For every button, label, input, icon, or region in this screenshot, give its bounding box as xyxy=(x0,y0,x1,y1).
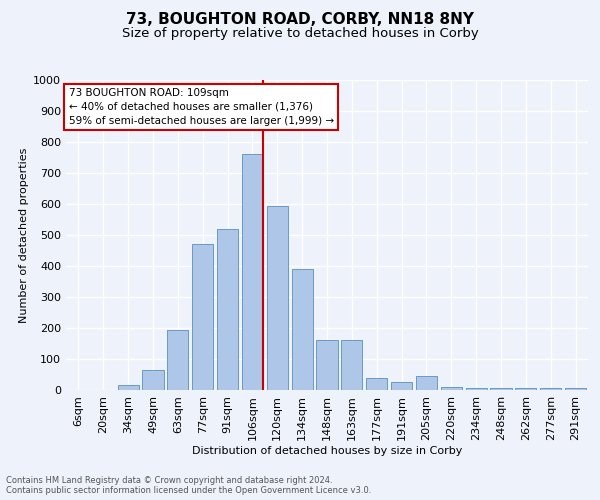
Bar xyxy=(565,388,586,390)
Bar xyxy=(217,229,238,390)
Text: Size of property relative to detached houses in Corby: Size of property relative to detached ho… xyxy=(122,28,478,40)
Text: 73, BOUGHTON ROAD, CORBY, NN18 8NY: 73, BOUGHTON ROAD, CORBY, NN18 8NY xyxy=(126,12,474,28)
Bar xyxy=(292,269,313,390)
Bar xyxy=(242,154,263,390)
Bar xyxy=(316,340,338,390)
Bar xyxy=(142,370,164,390)
Bar xyxy=(192,244,213,390)
Bar xyxy=(416,376,437,390)
Bar xyxy=(267,206,288,390)
Text: 73 BOUGHTON ROAD: 109sqm
← 40% of detached houses are smaller (1,376)
59% of sem: 73 BOUGHTON ROAD: 109sqm ← 40% of detach… xyxy=(68,88,334,126)
Bar xyxy=(540,388,561,390)
Bar xyxy=(391,382,412,390)
Bar xyxy=(341,340,362,390)
Bar xyxy=(441,387,462,390)
Bar xyxy=(466,388,487,390)
Y-axis label: Number of detached properties: Number of detached properties xyxy=(19,148,29,322)
Bar xyxy=(118,386,139,390)
Bar xyxy=(167,330,188,390)
X-axis label: Distribution of detached houses by size in Corby: Distribution of detached houses by size … xyxy=(192,446,462,456)
Bar xyxy=(515,388,536,390)
Bar xyxy=(366,378,387,390)
Text: Contains HM Land Registry data © Crown copyright and database right 2024.
Contai: Contains HM Land Registry data © Crown c… xyxy=(6,476,371,495)
Bar xyxy=(490,388,512,390)
